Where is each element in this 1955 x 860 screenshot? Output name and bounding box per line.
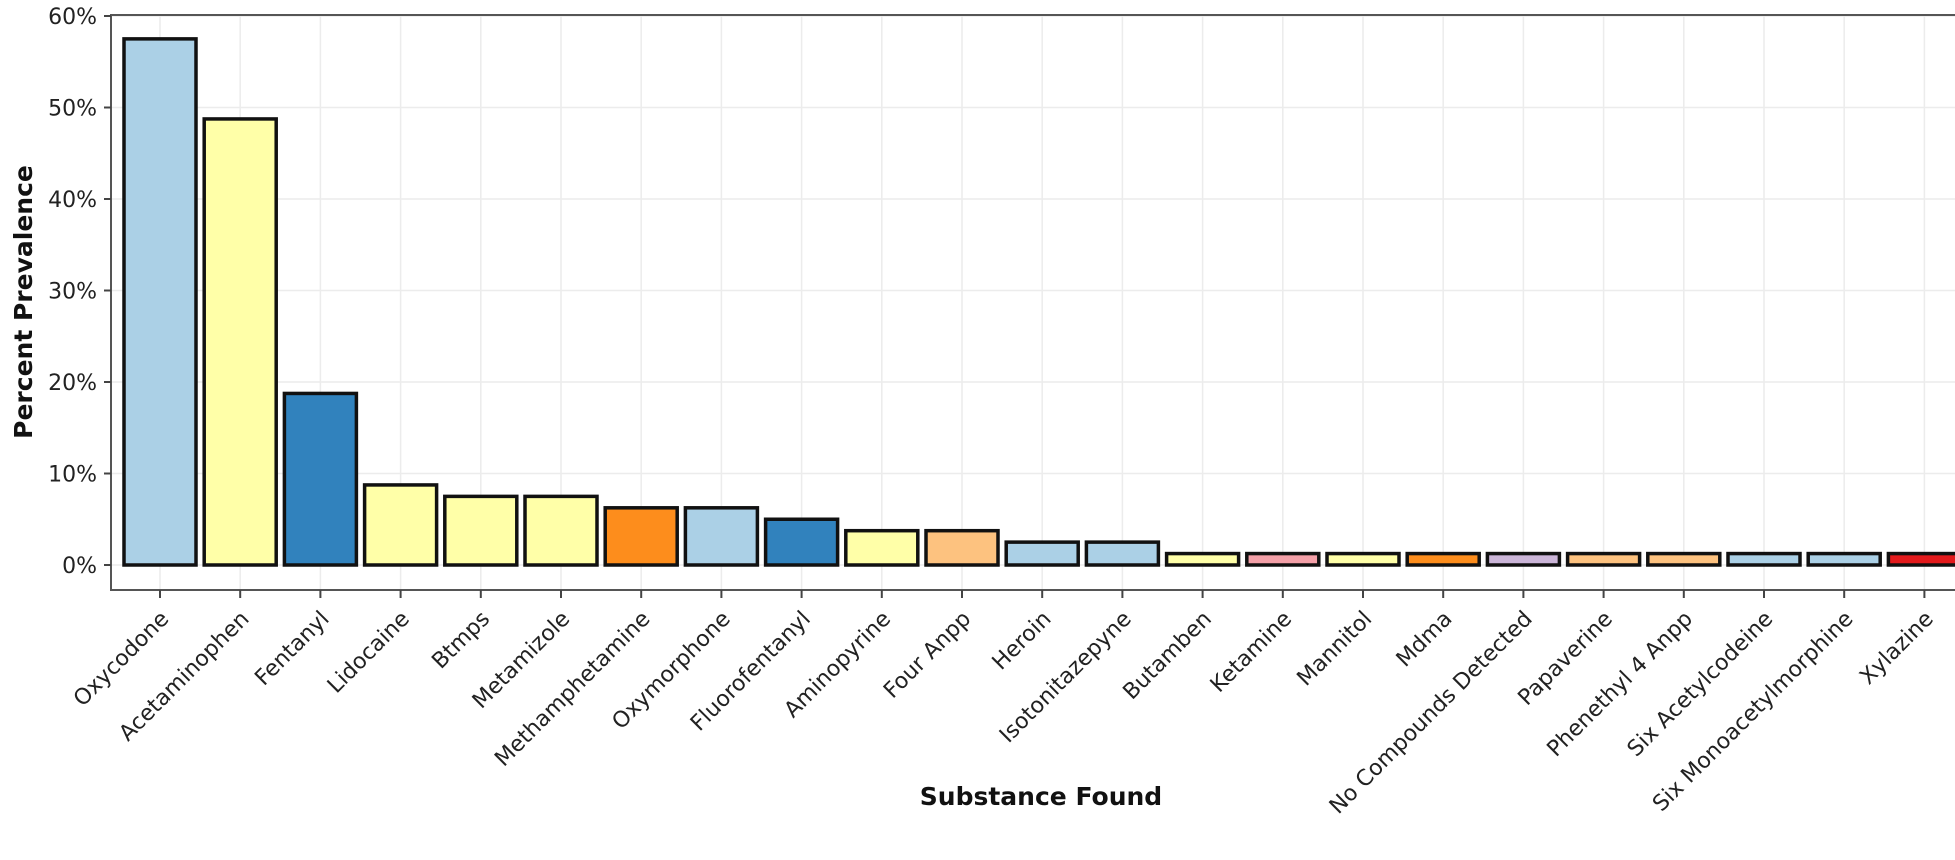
y-tick-label: 20%	[48, 371, 97, 396]
x-tick-label: Lidocaine	[323, 607, 415, 699]
y-tick-label: 10%	[48, 463, 97, 488]
bar-four-anpp	[924, 528, 1000, 567]
x-tick-label: Ketamine	[1206, 607, 1297, 698]
x-axis-title: Substance Found	[920, 782, 1162, 811]
bar-btmps	[443, 494, 519, 567]
bar-lidocaine	[362, 483, 439, 567]
bar-metamizole	[523, 494, 599, 567]
x-tick-label: Xylazine	[1855, 607, 1938, 690]
bar-acetaminophen	[202, 117, 278, 567]
bar-oxymorphone	[683, 506, 760, 567]
x-tick-label: Mannitol	[1293, 607, 1378, 692]
plot-panel-border	[110, 14, 1955, 591]
bar-six-monoacetylmorphine	[1806, 551, 1882, 567]
bar-layer	[122, 37, 1955, 567]
x-tick-label: Fentanyl	[250, 607, 334, 691]
bar-isotonitazepyne	[1084, 540, 1161, 567]
bar-mdma	[1405, 551, 1481, 567]
y-axis-title: Percent Prevalence	[9, 165, 38, 439]
y-tick-label: 0%	[62, 554, 97, 579]
bar-fluorofentanyl	[763, 517, 840, 567]
bar-butamben	[1164, 551, 1241, 567]
x-tick-label: Heroin	[988, 607, 1057, 676]
bar-heroin	[1004, 540, 1080, 567]
x-tick-label: Btmps	[427, 607, 495, 675]
bar-mannitol	[1325, 551, 1401, 567]
x-tick-label: Four Anpp	[879, 607, 976, 704]
bar-phenethyl-4-anpp	[1646, 551, 1722, 567]
y-tick-label: 50%	[48, 97, 97, 122]
bar-no-compounds-detected	[1485, 551, 1562, 567]
bar-methamphetamine	[603, 506, 679, 567]
bar-papaverine	[1565, 551, 1642, 567]
x-tick-label: Methamphetamine	[490, 607, 655, 772]
x-tick-label: Six Acetylcodeine	[1623, 607, 1778, 762]
x-tick-label: Phenethyl 4 Anpp	[1543, 607, 1698, 762]
bar-aminopyrine	[844, 528, 920, 567]
y-tick-label: 40%	[48, 188, 97, 213]
bar-six-acetylcodeine	[1726, 551, 1802, 567]
grid-layer	[111, 15, 1955, 590]
bar-ketamine	[1245, 551, 1321, 567]
bar-oxycodone	[122, 37, 198, 567]
y-tick-label: 30%	[48, 280, 97, 305]
bar-fentanyl	[282, 391, 359, 567]
y-tick-label: 60%	[48, 5, 97, 30]
bar-xylazine	[1886, 551, 1955, 567]
x-tick-label: Mdma	[1392, 607, 1458, 673]
y-axis: 0% 10% 20% 30% 40% 50% 60%	[48, 5, 111, 579]
